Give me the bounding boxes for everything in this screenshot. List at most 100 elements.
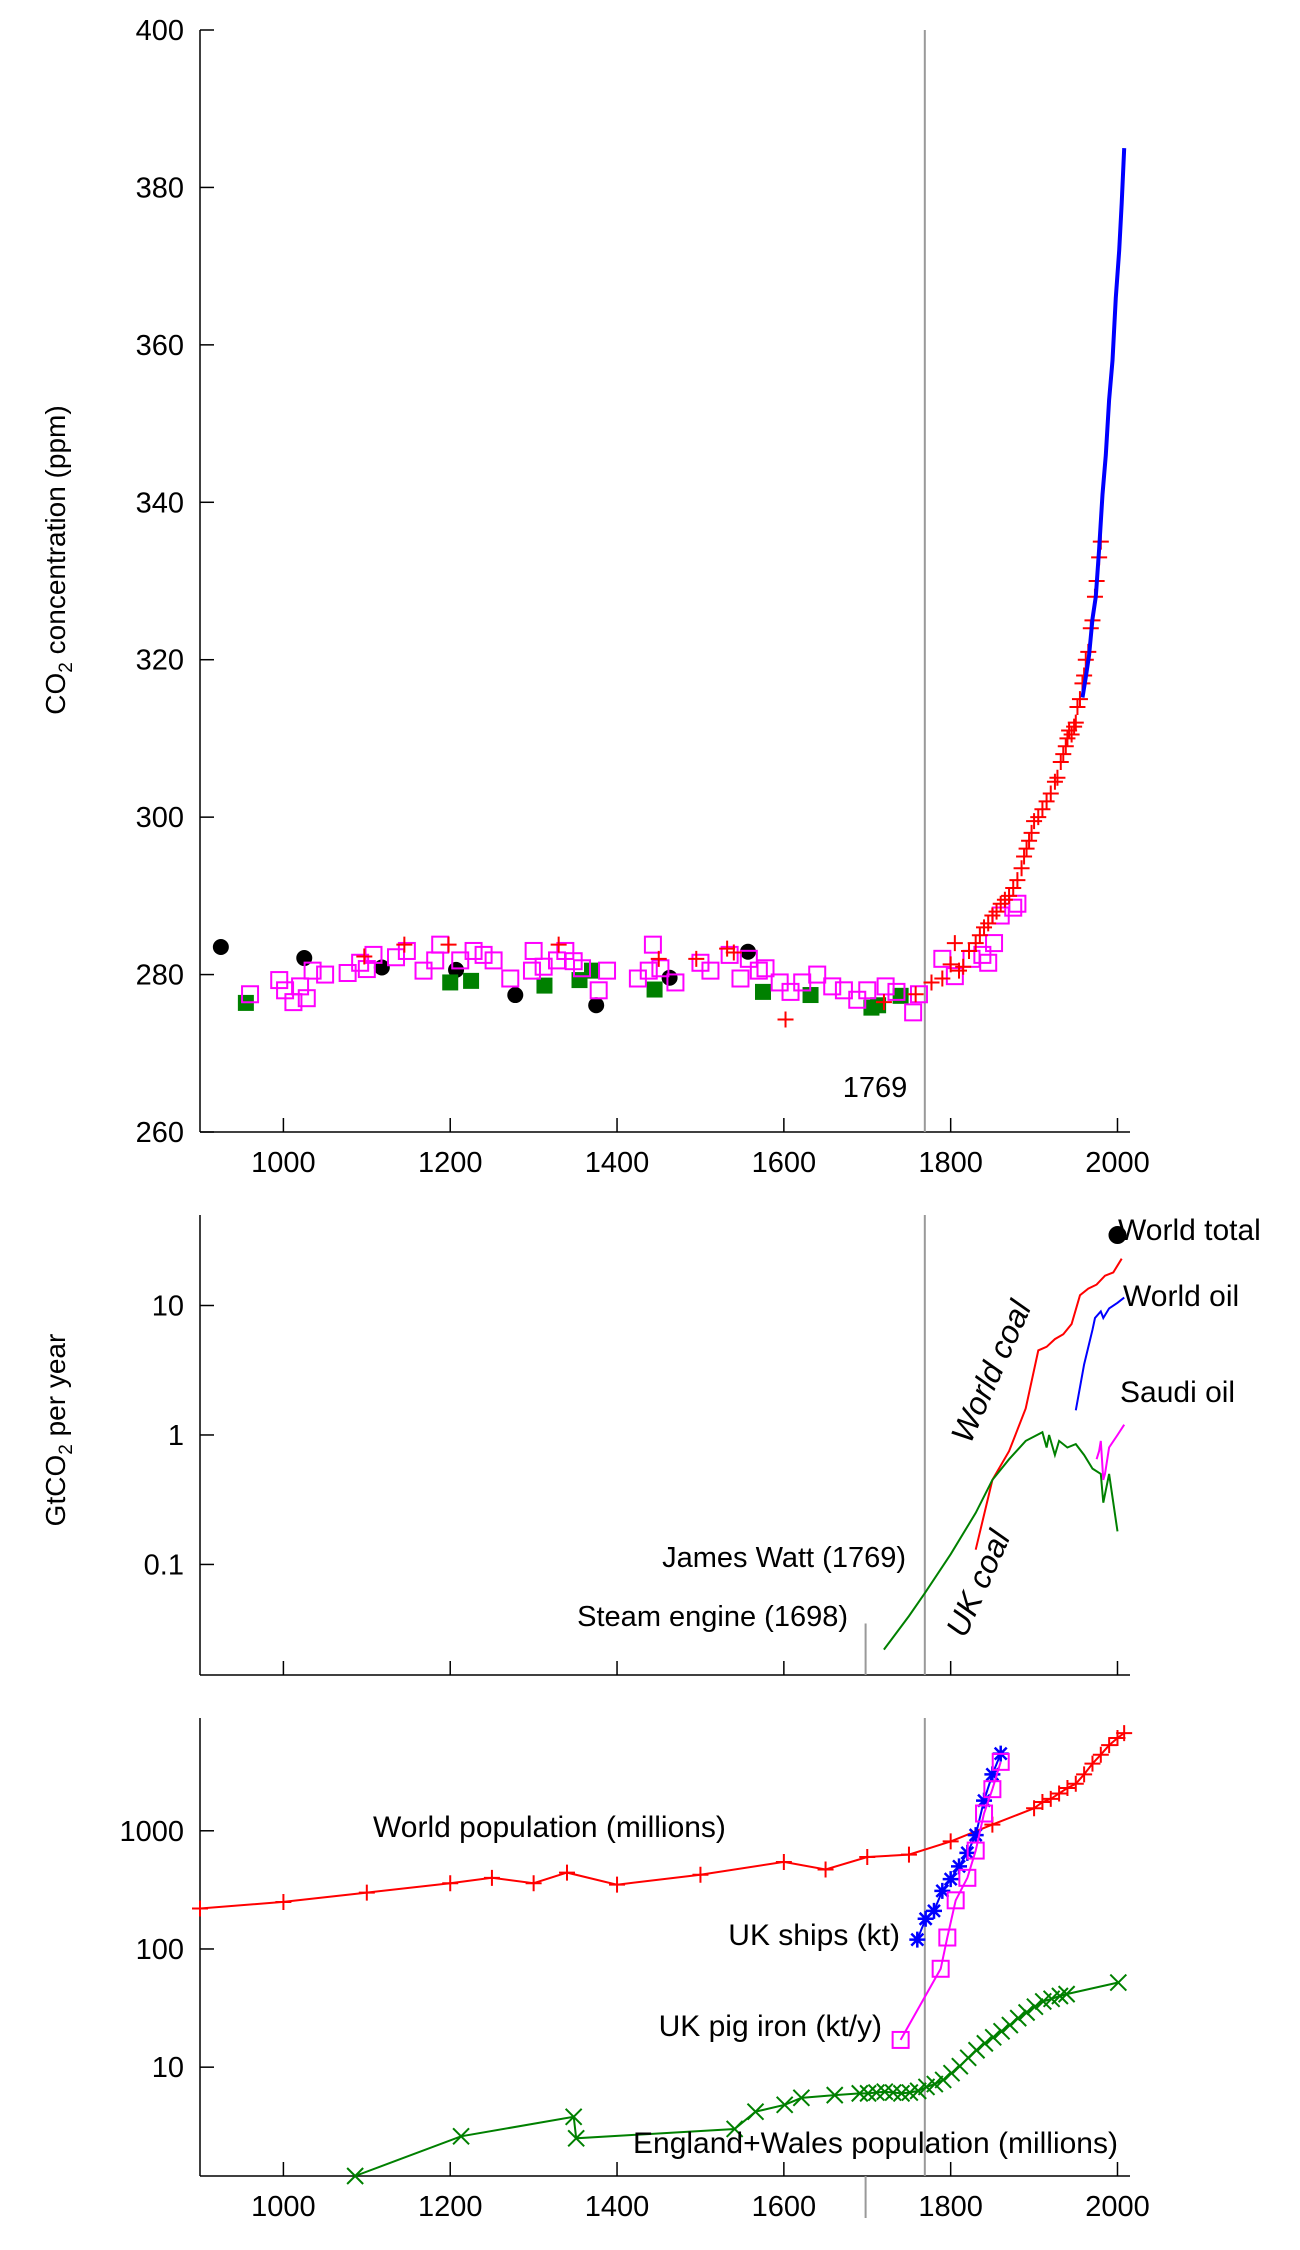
co2-square-filled-point [646, 981, 663, 998]
co2-square-open-point [858, 981, 877, 1000]
world-population-millions--point [275, 1893, 292, 1910]
co2-plus-point [1066, 718, 1083, 735]
population-x-tick-label: 1200 [418, 2191, 483, 2223]
england-wales-population-millions--point [452, 2127, 470, 2146]
co2-plus-point [440, 936, 457, 953]
co2-x-tick-label: 1000 [251, 1147, 316, 1179]
world-population-millions--point [817, 1861, 834, 1878]
co2-square-filled-point [463, 972, 480, 989]
co2-plus-point [1059, 730, 1076, 747]
co2-y-tick-label: 300 [136, 802, 184, 834]
co2-axes: 260 280 300 320 340 360 380 400 1000 1200 1400 1600… [136, 15, 1150, 1179]
co2-square-open-point [985, 934, 1004, 953]
co2-x-tick-label: 1600 [752, 1147, 817, 1179]
co2-x-tick-label: 1800 [918, 1147, 983, 1179]
co2-plus-point [1069, 698, 1086, 715]
england-wales-population-millions--point [775, 2096, 794, 2114]
uk-pig-iron-kt-y--point [938, 1928, 957, 1947]
uk-pig-iron-kt-y--point [946, 1891, 965, 1910]
emissions-y-axis-label-sub: 2 [56, 1444, 77, 1455]
co2-y-tick-label: 380 [136, 172, 184, 204]
co2-square-open-point [876, 977, 895, 996]
co2-square-open-point [589, 981, 608, 1000]
co2-x-tick-label: 2000 [1085, 1147, 1150, 1179]
co2-square-open-point [241, 985, 260, 1004]
co2-square-open-point [720, 945, 739, 964]
england-wales-population-millions--point [876, 2082, 894, 2101]
population-x-tick-label: 1800 [918, 2191, 983, 2223]
world-population-millions--point [942, 1833, 959, 1850]
emissions-chart: 0.1 1 10 GtCO2 per year World total World … [40, 1214, 1261, 1676]
england-wales-population-millions--point [792, 2089, 811, 2107]
co2-plus-point [946, 935, 963, 952]
co2-square-open-point [524, 941, 543, 960]
world-population-millions--point [1034, 1794, 1051, 1811]
world-population-millions--point [692, 1866, 709, 1883]
uk-pig-iron-kt-y--point [966, 1841, 985, 1860]
world-population-millions--point [1067, 1775, 1084, 1792]
world-population-millions--point [558, 1864, 575, 1881]
co2-plus-point [725, 944, 742, 961]
co2-y-tick-label: 360 [136, 330, 184, 362]
england-wales-population-millions--point [1109, 1973, 1128, 1992]
world-total-point [1108, 1226, 1127, 1245]
england-wales-population-millions--point [1009, 2009, 1027, 2027]
uk-ships-kt--point [967, 1827, 984, 1844]
england-wales-population-millions--point [725, 2120, 744, 2138]
co2-square-open-point [464, 941, 483, 960]
uk-pig-iron-label: UK pig iron (kt/y) [659, 2010, 882, 2043]
co2-plus-point [1049, 769, 1066, 786]
co2-square-open-point [808, 965, 827, 984]
co2-plus-point [1023, 824, 1040, 841]
uk-ships-kt--point [984, 1766, 1001, 1783]
england-wales-population-millions--point [967, 2041, 986, 2059]
co2-plus-point [988, 903, 1005, 920]
world-population-millions--point [1092, 1746, 1109, 1763]
england-wales-population-millions--point [884, 2083, 902, 2102]
world-population-millions--point [192, 1900, 208, 1917]
co2-square-open-point [397, 941, 416, 960]
co2-plus-point [650, 950, 667, 967]
co2-plus-point [984, 907, 1001, 924]
england-wales-population-millions--point [564, 2108, 583, 2126]
population-x-tick-label: 1000 [251, 2191, 316, 2223]
england-wales-population-millions--point [1017, 2003, 1036, 2022]
co2-square-open-point [962, 949, 981, 968]
population-y-tick-label: 100 [136, 1934, 184, 1966]
co2-square-open-point [749, 961, 768, 980]
co2-plus-point [1042, 785, 1059, 802]
world-population-millions--point [1042, 1790, 1059, 1807]
uk-ships-kt--point [942, 1871, 959, 1888]
co2-plus-point [719, 940, 736, 957]
co2-y-tick-label: 260 [136, 1117, 184, 1149]
world-oil-line [1074, 1296, 1125, 1411]
world-oil-label: World oil [1123, 1280, 1239, 1313]
uk-coal-line [883, 1430, 1119, 1651]
uk-ships-kt--point [976, 1792, 993, 1809]
world-total-label: World total [1118, 1214, 1261, 1247]
co2-plus-point [942, 956, 959, 973]
co2-y-tick-label: 320 [136, 645, 184, 677]
uk-coal-label: UK coal [939, 1524, 1018, 1642]
co2-plus-point [961, 942, 978, 959]
emissions-y-axis-label: GtCO2 per year [40, 1334, 77, 1527]
co2-plus-point [992, 895, 1009, 912]
co2-square-open-point [834, 981, 853, 1000]
co2-square-open-point [451, 951, 470, 970]
world-population-millions--point [609, 1876, 626, 1893]
population-y-tick-label: 1000 [119, 1816, 184, 1848]
co2-plus-point [1018, 840, 1035, 857]
co2-y-tick-label: 280 [136, 960, 184, 992]
co2-plus-point [1057, 738, 1074, 755]
co2-plus-point [971, 927, 988, 944]
world-population-millions--point [525, 1875, 542, 1892]
population-x-tick-label: 1400 [585, 2191, 650, 2223]
co2-plus-point [923, 974, 940, 991]
co2-square-filled-point [584, 962, 601, 979]
co2-square-open-point [651, 959, 670, 978]
co2-plus-point [996, 891, 1013, 908]
co2-square-open-point [426, 951, 445, 970]
emissions-y-tick-label: 1 [168, 1420, 184, 1452]
co2-square-open-point [1008, 894, 1027, 913]
co2-square-open-point [598, 961, 617, 980]
